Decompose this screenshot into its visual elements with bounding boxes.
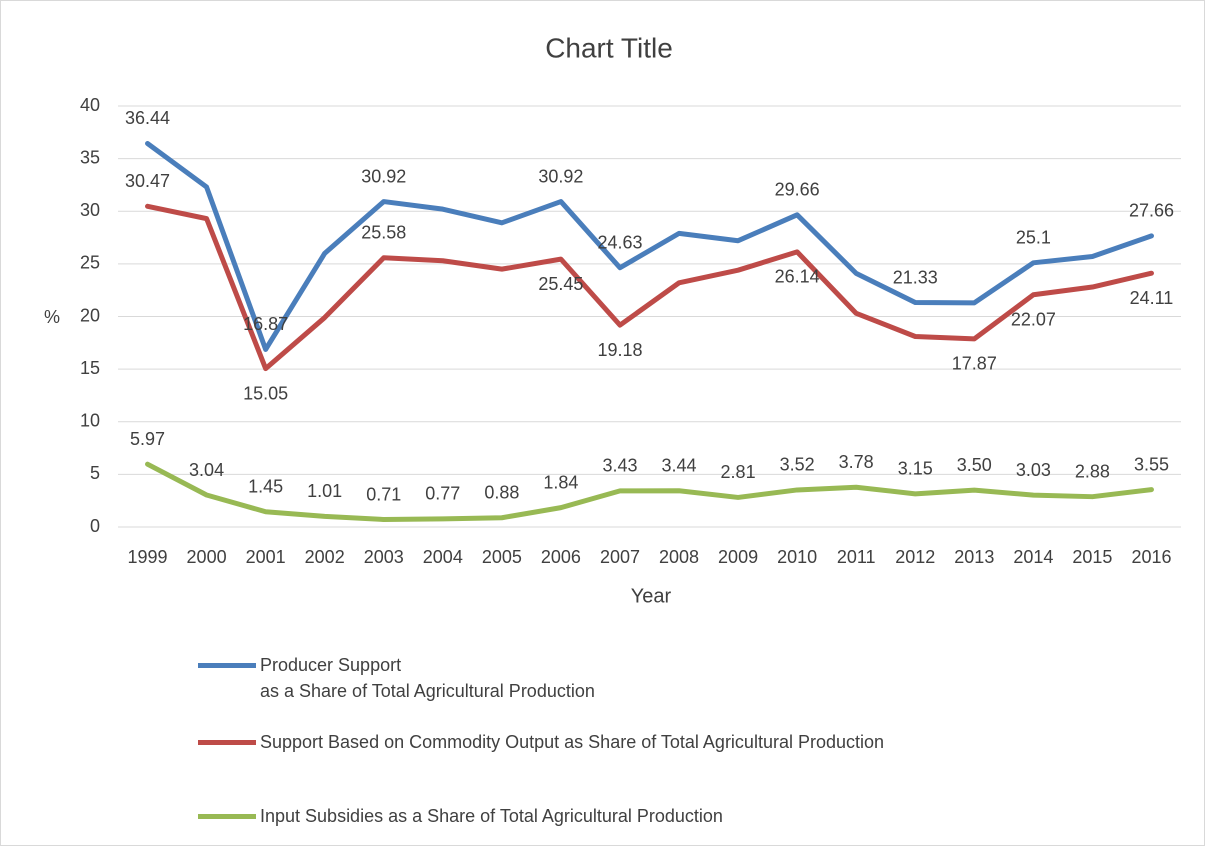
x-tick-label: 2009: [718, 547, 758, 567]
data-label: 0.77: [425, 484, 460, 504]
data-label: 15.05: [243, 383, 288, 403]
data-label: 3.03: [1016, 460, 1051, 480]
data-label: 5.97: [130, 429, 165, 449]
x-tick-label: 2014: [1013, 547, 1053, 567]
y-tick-label: 40: [80, 95, 100, 115]
data-label: 24.63: [597, 233, 642, 253]
data-label: 1.01: [307, 481, 342, 501]
data-label: 21.33: [893, 267, 938, 287]
data-label: 0.88: [484, 482, 519, 502]
legend-item: Support Based on Commodity Output as Sha…: [198, 729, 884, 755]
y-tick-label: 25: [80, 253, 100, 273]
x-tick-label: 1999: [128, 547, 168, 567]
x-tick-label: 2000: [187, 547, 227, 567]
x-tick-label: 2004: [423, 547, 463, 567]
data-label: 24.11: [1130, 288, 1174, 308]
data-label: 1.45: [248, 476, 283, 496]
x-axis-title: Year: [631, 585, 672, 607]
y-axis-title: %: [44, 307, 60, 327]
legend-item: Producer Support as a Share of Total Agr…: [198, 652, 595, 704]
series-line: [145, 140, 1154, 352]
x-tick-label: 2015: [1072, 547, 1112, 567]
y-tick-label: 30: [80, 200, 100, 220]
x-tick-label: 2005: [482, 547, 522, 567]
x-tick-label: 2013: [954, 547, 994, 567]
y-tick-label: 10: [80, 411, 100, 431]
data-label: 3.55: [1134, 454, 1169, 474]
legend-label: Support Based on Commodity Output as Sha…: [260, 732, 885, 752]
x-tick-label: 2010: [777, 547, 817, 567]
series-line: [145, 203, 1154, 372]
data-label: 2.88: [1075, 461, 1110, 481]
legend-swatch: [198, 740, 256, 745]
data-label: 3.43: [602, 456, 637, 476]
data-label: 30.92: [361, 166, 406, 186]
data-label: 3.44: [662, 456, 697, 476]
y-tick-label: 0: [90, 516, 100, 536]
chart-title: Chart Title: [545, 32, 673, 63]
x-tick-label: 2006: [541, 547, 581, 567]
data-label: 26.14: [775, 267, 820, 287]
x-tick-label: 2011: [837, 547, 876, 567]
data-label: 3.50: [957, 455, 992, 475]
data-label: 27.66: [1129, 201, 1174, 221]
legend-label: Producer Support as a Share of Total Agr…: [260, 655, 595, 701]
data-label: 3.52: [780, 455, 815, 475]
data-label: 17.87: [952, 354, 997, 374]
data-label: 29.66: [775, 180, 820, 200]
data-label: 30.47: [125, 171, 170, 191]
data-label: 2.81: [721, 462, 756, 482]
x-tick-label: 2002: [305, 547, 345, 567]
series-line: [145, 461, 1154, 523]
x-tick-label: 2001: [246, 547, 286, 567]
data-label: 36.44: [125, 108, 170, 128]
x-tick-label: 2008: [659, 547, 699, 567]
x-tick-label: 2012: [895, 547, 935, 567]
legend-swatch: [198, 814, 256, 819]
x-tick-label: 2003: [364, 547, 404, 567]
data-label: 3.78: [839, 452, 874, 472]
data-label: 19.18: [597, 340, 642, 360]
y-tick-label: 20: [80, 305, 100, 325]
legend-item: Input Subsidies as a Share of Total Agri…: [198, 803, 723, 829]
data-label: 25.1: [1016, 228, 1051, 248]
data-label: 16.87: [243, 314, 288, 334]
y-tick-label: 35: [80, 147, 100, 167]
data-label: 30.92: [538, 166, 583, 186]
data-label: 25.58: [361, 223, 406, 243]
x-tick-label: 2007: [600, 547, 640, 567]
data-label: 22.07: [1011, 309, 1056, 329]
data-label: 3.15: [898, 459, 933, 479]
y-tick-label: 5: [90, 463, 100, 483]
data-label: 3.04: [189, 460, 224, 480]
data-label: 0.71: [366, 484, 401, 504]
x-tick-label: 2016: [1131, 547, 1171, 567]
y-tick-label: 15: [80, 358, 100, 378]
data-label: 25.45: [538, 274, 583, 294]
legend-swatch: [198, 663, 256, 668]
legend-label: Input Subsidies as a Share of Total Agri…: [260, 806, 723, 826]
data-label: 1.84: [543, 472, 578, 492]
